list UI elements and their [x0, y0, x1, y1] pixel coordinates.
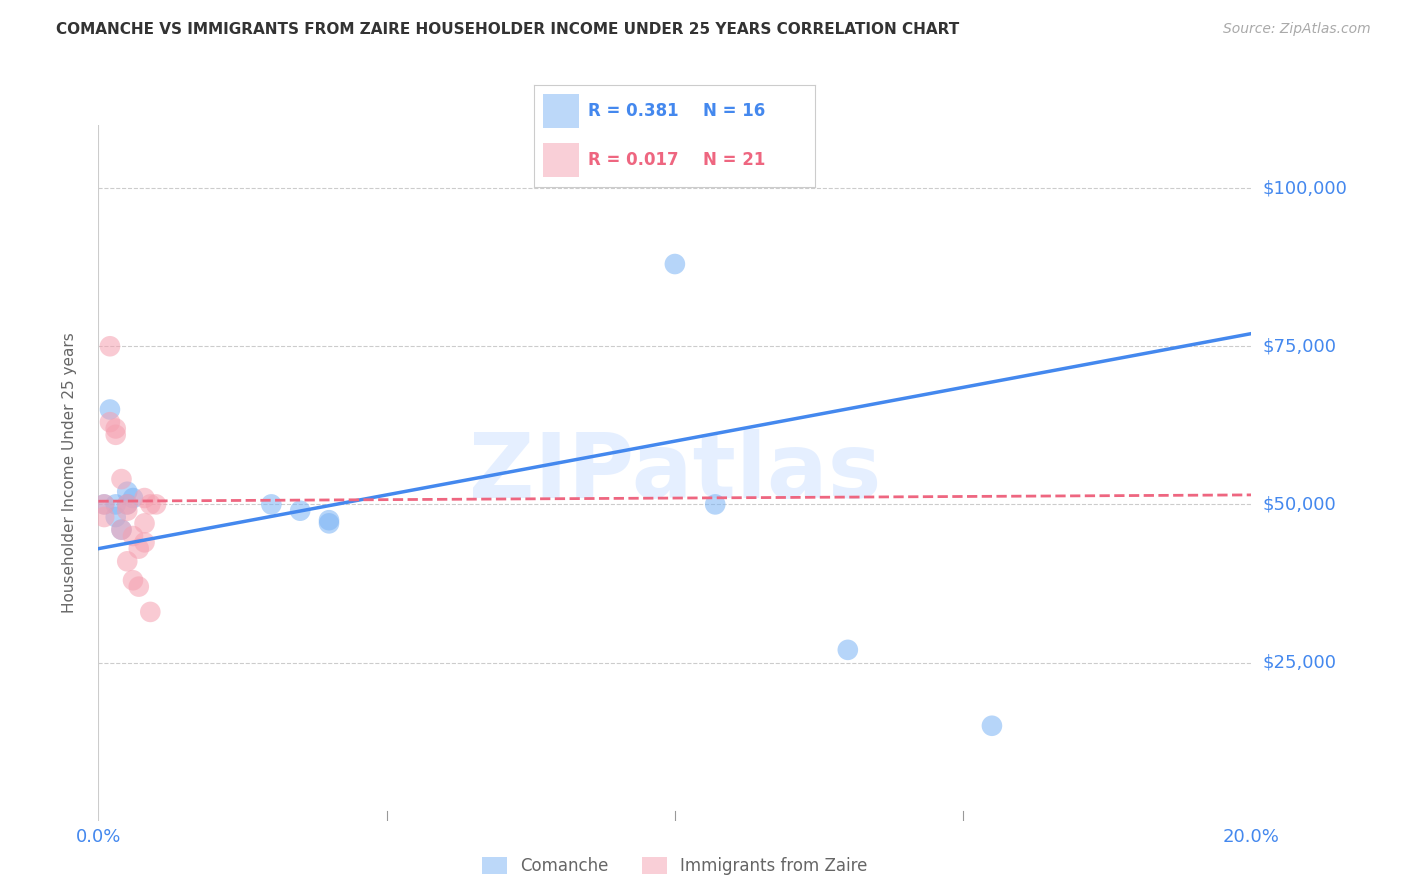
Legend: Comanche, Immigrants from Zaire: Comanche, Immigrants from Zaire: [475, 850, 875, 882]
Point: [837, 643, 859, 657]
Point: [117, 484, 138, 499]
Text: Source: ZipAtlas.com: Source: ZipAtlas.com: [1223, 22, 1371, 37]
Text: R = 0.381: R = 0.381: [588, 102, 678, 120]
Text: ZIPatlas: ZIPatlas: [468, 429, 882, 516]
Point: [134, 535, 156, 549]
Point: [704, 497, 727, 511]
Text: N = 21: N = 21: [703, 151, 765, 169]
Point: [117, 504, 138, 518]
Text: COMANCHE VS IMMIGRANTS FROM ZAIRE HOUSEHOLDER INCOME UNDER 25 YEARS CORRELATION : COMANCHE VS IMMIGRANTS FROM ZAIRE HOUSEH…: [56, 22, 959, 37]
Point: [98, 415, 121, 429]
Text: N = 16: N = 16: [703, 102, 765, 120]
Point: [117, 497, 138, 511]
Point: [260, 497, 283, 511]
Point: [139, 605, 162, 619]
Point: [128, 580, 150, 594]
Point: [93, 497, 115, 511]
Point: [110, 523, 132, 537]
Point: [93, 510, 115, 524]
Point: [318, 516, 340, 531]
Point: [117, 554, 138, 568]
Point: [104, 497, 127, 511]
Point: [104, 421, 127, 435]
Point: [110, 472, 132, 486]
Point: [110, 523, 132, 537]
Point: [145, 497, 167, 511]
Point: [98, 339, 121, 353]
Point: [117, 497, 138, 511]
Point: [128, 541, 150, 556]
Point: [134, 516, 156, 531]
Point: [104, 427, 127, 442]
Point: [104, 510, 127, 524]
Text: R = 0.017: R = 0.017: [588, 151, 678, 169]
Point: [290, 504, 312, 518]
Point: [122, 491, 145, 505]
Text: Householder Income Under 25 years: Householder Income Under 25 years: [62, 333, 77, 613]
Point: [139, 497, 162, 511]
Bar: [543, 94, 579, 128]
Text: $100,000: $100,000: [1263, 179, 1348, 197]
Text: $50,000: $50,000: [1263, 495, 1337, 514]
Point: [122, 529, 145, 543]
Text: $75,000: $75,000: [1263, 337, 1337, 355]
Point: [664, 257, 686, 271]
Point: [981, 719, 1004, 733]
Point: [318, 513, 340, 527]
Point: [93, 497, 115, 511]
Text: $25,000: $25,000: [1263, 654, 1337, 672]
Point: [122, 574, 145, 588]
Bar: [543, 144, 579, 177]
Point: [98, 402, 121, 417]
Point: [134, 491, 156, 505]
